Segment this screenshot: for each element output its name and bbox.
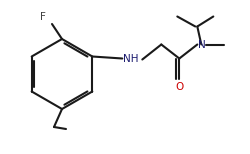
Text: N: N [198, 39, 206, 49]
Text: F: F [40, 12, 46, 22]
Text: NH: NH [123, 53, 139, 63]
Text: O: O [175, 83, 184, 93]
